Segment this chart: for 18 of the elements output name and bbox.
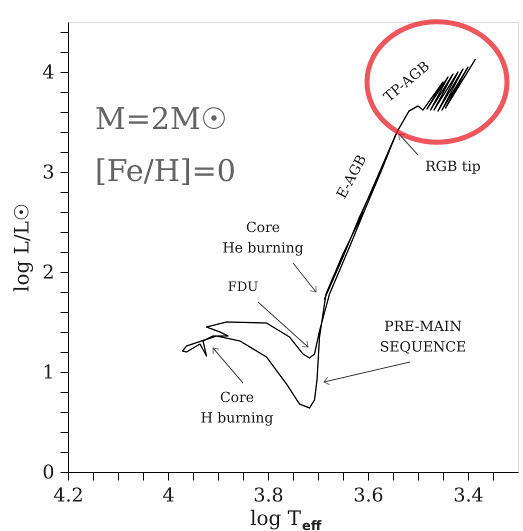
annotation: Core He burning xyxy=(222,220,304,256)
annotation: RGB tip xyxy=(425,159,481,175)
x-tick-label: 4 xyxy=(162,484,175,506)
annotation: FDU xyxy=(228,280,258,295)
x-tick-label: 3.6 xyxy=(353,484,384,506)
y-tick-label: 2 xyxy=(42,262,54,284)
x-tick-label: 3.4 xyxy=(453,484,484,506)
annotation: [Fe/H]=0 xyxy=(95,154,236,189)
annotation: Core H burning xyxy=(200,390,274,426)
y-tick-label: 0 xyxy=(42,462,54,484)
y-tick-label: 3 xyxy=(42,162,54,184)
x-tick-label: 4.2 xyxy=(53,484,84,506)
y-axis-title: log L/L☉ xyxy=(9,203,34,292)
x-tick-label: 3.8 xyxy=(253,484,284,506)
annotation: M=2M☉ xyxy=(95,102,228,137)
y-tick-label: 4 xyxy=(42,62,54,84)
annotation: PRE-MAIN SEQUENCE xyxy=(380,319,466,356)
y-tick-label: 1 xyxy=(42,362,54,384)
